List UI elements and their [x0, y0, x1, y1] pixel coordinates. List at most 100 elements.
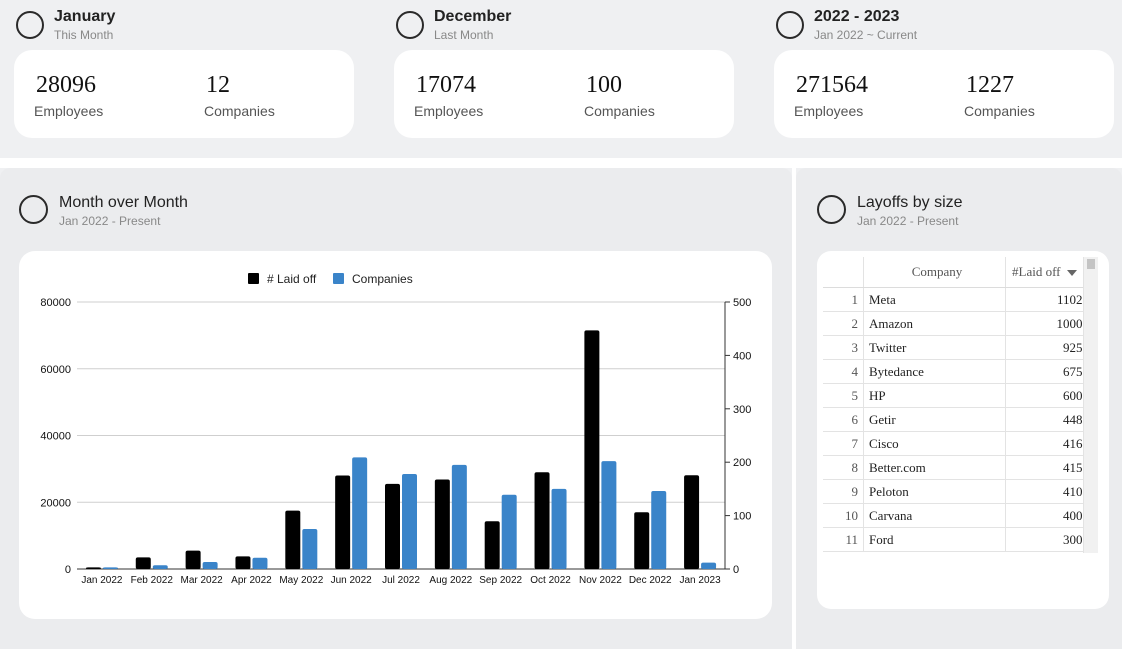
index-header	[823, 257, 864, 288]
kpi-subtitle: Last Month	[434, 28, 494, 42]
scrollbar-thumb[interactable]	[1087, 259, 1095, 269]
sort-descending-icon[interactable]	[1066, 270, 1077, 277]
divider	[0, 158, 1122, 168]
kpi-title: December	[434, 8, 512, 25]
circle-icon	[19, 195, 48, 224]
legend-label-companies: Companies	[352, 272, 413, 286]
company-name: Amazon	[863, 311, 1006, 336]
table-row[interactable]: 11 Ford 3000	[823, 527, 1093, 552]
left-axis-tick-label: 40000	[40, 431, 71, 443]
table-row[interactable]: 7 Cisco 4165	[823, 431, 1093, 456]
company-name: Carvana	[863, 503, 1006, 528]
laid-off-count: 3000	[1005, 527, 1093, 552]
kpi-card: 28096 Employees 12 Companies	[14, 50, 354, 138]
laid-off-column-header[interactable]: #Laid off	[1005, 257, 1093, 288]
kpi-band: January This Month 28096 Employees 12 Co…	[0, 0, 1122, 158]
bar-companies	[102, 567, 118, 569]
table-scrollbar[interactable]	[1083, 257, 1098, 553]
table-row[interactable]: 6 Getir 4480	[823, 407, 1093, 432]
bar-laid-off	[684, 475, 700, 569]
laid-off-header-label: #Laid off	[1012, 264, 1061, 279]
company-name: Twitter	[863, 335, 1006, 360]
x-axis-tick-label: Oct 2022	[530, 575, 571, 586]
bar-laid-off	[235, 556, 251, 569]
bar-companies	[651, 491, 667, 569]
x-axis-tick-label: Aug 2022	[429, 575, 472, 586]
bar-companies	[352, 457, 368, 569]
x-axis-tick-label: Apr 2022	[231, 575, 272, 586]
kpi-subtitle: Jan 2022 ~ Current	[814, 28, 918, 42]
companies-label: Companies	[584, 103, 655, 119]
bar-companies	[501, 494, 517, 569]
employees-value: 271564	[796, 72, 868, 98]
laid-off-count: 4480	[1005, 407, 1093, 432]
x-axis-tick-label: Jan 2022	[81, 575, 123, 586]
company-name: Peloton	[863, 479, 1006, 504]
companies-label: Companies	[964, 103, 1035, 119]
table-header-row: Company #Laid off	[823, 257, 1093, 288]
bar-laid-off	[135, 557, 151, 569]
panel-subtitle: Jan 2022 - Present	[59, 214, 161, 228]
table-row[interactable]: 4 Bytedance 6750	[823, 359, 1093, 384]
company-name: HP	[863, 383, 1006, 408]
table-row[interactable]: 2 Amazon 10000	[823, 311, 1093, 336]
table-row[interactable]: 10 Carvana 4000	[823, 503, 1093, 528]
company-column-header[interactable]: Company	[863, 257, 1006, 288]
kpi-last-month: December Last Month 17074 Employees 100 …	[394, 0, 734, 150]
employees-value: 28096	[36, 72, 96, 98]
companies-value: 1227	[966, 72, 1014, 98]
table-row[interactable]: 3 Twitter 9250	[823, 335, 1093, 360]
bar-companies	[302, 528, 318, 569]
table-row[interactable]: 5 HP 6000	[823, 383, 1093, 408]
row-index: 10	[823, 503, 864, 528]
bar-companies	[402, 473, 417, 569]
table-row[interactable]: 8 Better.com 4150	[823, 455, 1093, 480]
laid-off-count: 4000	[1005, 503, 1093, 528]
panel-title: Month over Month	[59, 194, 188, 211]
divider	[792, 168, 796, 649]
employees-label: Employees	[794, 103, 864, 119]
bar-companies	[152, 565, 168, 569]
right-axis-tick-label: 500	[733, 297, 751, 309]
x-axis-tick-label: Feb 2022	[131, 575, 174, 586]
table-row[interactable]: 9 Peloton 4100	[823, 479, 1093, 504]
circle-icon	[817, 195, 846, 224]
kpi-this-month: January This Month 28096 Employees 12 Co…	[14, 0, 354, 150]
row-index: 4	[823, 359, 864, 384]
kpi-header: 2022 - 2023 Jan 2022 ~ Current	[774, 8, 1114, 48]
table-row[interactable]: 1 Meta 11025	[823, 287, 1093, 312]
left-axis-tick-label: 0	[65, 564, 71, 576]
kpi-card: 271564 Employees 1227 Companies	[774, 50, 1114, 138]
chart-card: 0 20000 40000 60000 80000 0 100 200 300 400 500 Jan…	[19, 251, 772, 619]
legend-label-laid-off: # Laid off	[267, 272, 317, 286]
bar-companies	[252, 557, 268, 569]
legend-swatch-companies	[333, 273, 344, 284]
row-index: 7	[823, 431, 864, 456]
bar-laid-off	[484, 521, 500, 569]
x-axis-tick-label: Nov 2022	[579, 575, 622, 586]
x-axis-tick-label: Dec 2022	[629, 575, 672, 586]
row-index: 6	[823, 407, 864, 432]
kpi-header: December Last Month	[394, 8, 734, 48]
bar-laid-off	[85, 567, 101, 569]
circle-icon	[396, 11, 424, 39]
laid-off-count: 11025	[1005, 287, 1093, 312]
row-index: 2	[823, 311, 864, 336]
kpi-title: January	[54, 8, 116, 25]
bar-laid-off	[185, 550, 201, 569]
laid-off-count: 4165	[1005, 431, 1093, 456]
x-axis-tick-label: Jul 2022	[382, 575, 420, 586]
bar-companies	[601, 461, 617, 569]
bar-laid-off	[534, 472, 550, 569]
employees-value: 17074	[416, 72, 476, 98]
kpi-total: 2022 - 2023 Jan 2022 ~ Current 271564 Em…	[774, 0, 1114, 150]
bar-companies	[451, 464, 467, 569]
right-axis-tick-label: 400	[733, 350, 751, 362]
right-axis-tick-label: 200	[733, 457, 751, 469]
employees-label: Employees	[34, 103, 104, 119]
bar-laid-off	[584, 330, 600, 569]
left-axis-tick-label: 80000	[40, 297, 71, 309]
companies-label: Companies	[204, 103, 275, 119]
company-name: Cisco	[863, 431, 1006, 456]
laid-off-count: 10000	[1005, 311, 1093, 336]
